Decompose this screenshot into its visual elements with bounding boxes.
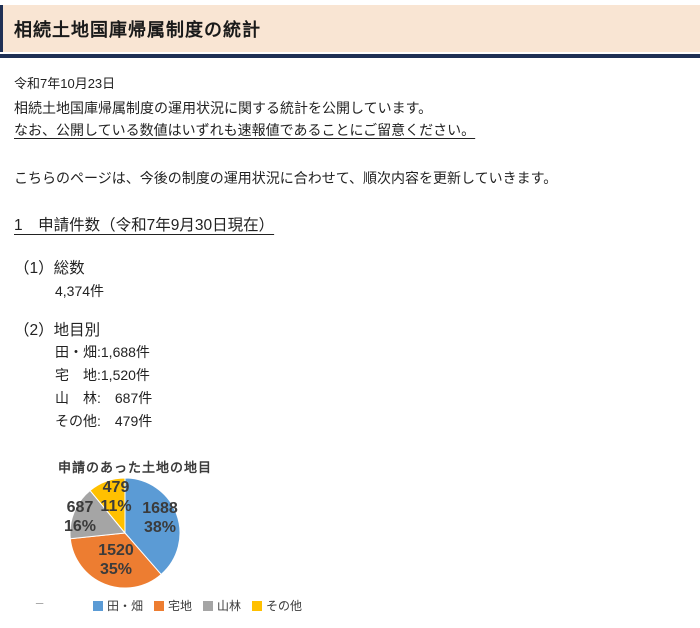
- land-type-item-takuchi: 宅 地:1,520件: [55, 367, 150, 383]
- chart-legend: 田・畑 宅地 山林 その他: [93, 597, 302, 614]
- update-note: こちらのページは、今後の制度の運用状況に合わせて、順次内容を更新していきます。: [14, 170, 558, 186]
- page-title: 相続土地国庫帰属制度の統計: [14, 19, 261, 40]
- legend-label: 山林: [217, 599, 242, 613]
- pie-slice-その他: [89, 477, 126, 535]
- page-header: 相続土地国庫帰属制度の統計: [0, 5, 700, 52]
- pie-slice-田・畑: [124, 477, 181, 576]
- pie-label-その他: 479 11%: [100, 479, 132, 515]
- intro-line-1: 相続土地国庫帰属制度の運用状況に関する統計を公開しています。: [14, 100, 433, 116]
- pie-chart-svg: [69, 477, 181, 589]
- by-land-type-label: （2）地目別: [14, 322, 101, 339]
- land-type-item-sanrin: 山 林: 687件: [55, 390, 153, 406]
- date-text: 令和7年10月23日: [14, 76, 116, 91]
- chart-title: 申請のあった土地の地目: [58, 460, 213, 475]
- legend-label: 田・畑: [107, 599, 144, 613]
- legend-item-山林: 山林: [203, 597, 241, 614]
- header-divider: [0, 54, 700, 58]
- legend-swatch-icon: [93, 600, 103, 611]
- land-type-list: 田・畑:1,688件 宅 地:1,520件 山 林: 687件 その他: 479…: [55, 341, 152, 433]
- legend-swatch-icon: [203, 600, 214, 611]
- pie-label-山林: 687 16%: [63, 499, 97, 535]
- pie-slice-宅地: [69, 532, 162, 589]
- legend-item-田・畑: 田・畑: [93, 597, 143, 614]
- total-label: （1）総数: [14, 260, 85, 277]
- legend-swatch-icon: [154, 600, 165, 611]
- land-type-item-sonota: その他: 479件: [55, 413, 153, 429]
- intro-note-underlined: なお、公開している数値はいずれも速報値であることにご留意ください。: [14, 122, 476, 138]
- legend-swatch-icon: [252, 600, 263, 611]
- pie-chart: 申請のあった土地の地目 田・畑 宅地 山林 その他 1688 38% 1520 35% 687…: [35, 452, 325, 622]
- total-value: 4,374件: [55, 283, 105, 299]
- legend-item-その他: その他: [252, 597, 302, 614]
- pie-label-宅地: 1520 35%: [98, 542, 134, 578]
- legend-label: その他: [266, 599, 303, 613]
- section-heading-applications: 1 申請件数（令和7年9月30日現在）: [14, 217, 275, 234]
- legend-label: 宅地: [168, 599, 193, 613]
- pie-label-田・畑: 1688 38%: [142, 500, 178, 536]
- land-type-item-ta-hata: 田・畑:1,688件: [55, 344, 150, 360]
- pie-slice-山林: [69, 489, 126, 540]
- stray-underscore: _: [36, 590, 44, 605]
- legend-item-宅地: 宅地: [154, 597, 192, 614]
